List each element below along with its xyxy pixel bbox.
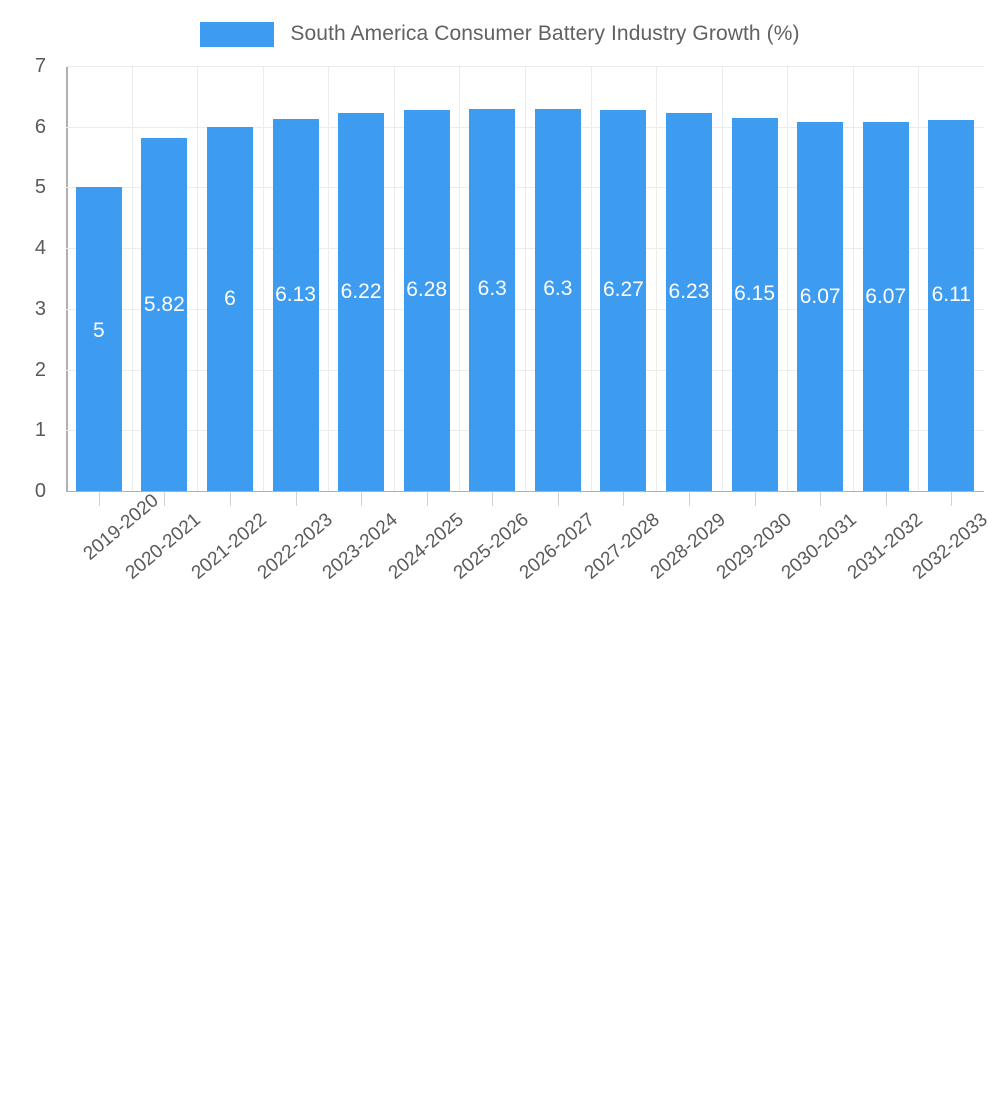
bar[interactable]: 5.82 [141,137,188,491]
bar-value-label: 6.11 [931,283,971,307]
bar[interactable]: 6 [206,126,253,491]
plot-area: 5 5.82 6 6.13 6.22 6.28 6.3 6.3 6.27 6.23 6.15 6.07… [66,66,984,492]
y-axis-tick-label: 3 [34,297,46,320]
bar-series: 5 5.82 6 6.13 6.22 6.28 6.3 6.3 6.27 6.23 6.15 6.07… [66,66,984,491]
x-axis-tick-label: 2024-2025 [384,509,468,584]
y-axis-tick-label: 6 [34,115,46,138]
legend-label: South America Consumer Battery Industry … [290,22,800,45]
x-axis-tick-mark [492,492,493,506]
bar-slot: 6.3 [459,66,525,491]
x-axis-tick-mark [427,492,428,506]
y-axis-tick-labels: 0 1 2 3 4 5 6 7 [0,56,56,501]
bar[interactable]: 6.28 [403,109,450,491]
bar-value-label: 6.13 [275,282,316,306]
bar[interactable]: 6.23 [665,112,712,491]
bar-slot: 6.23 [656,66,722,491]
bar[interactable]: 6.3 [469,108,516,491]
bar-value-label: 6.23 [668,279,710,303]
x-axis-tick-label: 2019-2020 [79,490,163,565]
bar-slot: 6.07 [787,66,853,491]
bar-value-label: 5 [92,319,105,343]
bar[interactable]: 6.3 [534,108,581,491]
bar-value-label: 6.07 [865,284,907,308]
bar[interactable]: 6.22 [338,113,385,491]
bar-slot: 6.3 [525,66,591,491]
bar-value-label: 6.28 [406,277,448,301]
bar-value-label: 6.3 [477,277,507,301]
bar-value-label: 6 [224,286,236,310]
y-axis-tick-label: 2 [34,358,46,381]
x-axis-tick-mark [689,492,690,506]
bar[interactable]: 6.07 [797,122,844,491]
y-axis-tick-label: 5 [34,176,46,199]
y-axis-line [66,66,68,492]
bar-value-label: 6.3 [543,277,573,301]
bar-slot: 6 [197,66,263,491]
x-axis-tick-mark [820,492,821,506]
x-axis-tick-mark [361,492,362,506]
bar[interactable]: 6.13 [272,118,319,491]
bar-value-label: 5.82 [143,292,185,316]
bar-value-label: 6.07 [799,284,841,308]
bar-slot: 6.07 [853,66,919,491]
bar-value-label: 6.15 [734,282,775,306]
bar[interactable]: 5 [75,187,122,491]
bar[interactable]: 6.11 [928,120,975,491]
y-axis-tick-label: 7 [34,55,46,77]
bar-slot: 6.22 [328,66,394,491]
x-axis-tick-mark [951,492,952,506]
x-axis-tick-mark [164,492,165,506]
x-axis-tick-mark [99,492,100,506]
bar[interactable]: 6.15 [731,117,778,491]
bar[interactable]: 6.07 [862,122,909,491]
bar-value-label: 6.22 [340,279,382,303]
bar-slot: 5.82 [132,66,198,491]
x-axis-tick-mark [558,492,559,506]
bar-slot: 6.28 [394,66,460,491]
y-axis-tick-label: 4 [34,237,46,260]
bar-slot: 6.15 [722,66,788,491]
bar-chart: South America Consumer Battery Industry … [0,14,1000,600]
y-axis-tick-label: 0 [34,480,46,502]
x-axis-tick-mark [886,492,887,506]
bar-slot: 5 [66,66,132,491]
x-axis-tick-labels: 2019-2020 2020-2021 2021-2022 2022-2023 2023… [66,490,992,600]
bar-slot: 6.11 [919,66,985,491]
x-axis-tick-mark [623,492,624,506]
bar[interactable]: 6.27 [600,110,647,491]
legend-color-swatch [200,21,275,47]
bar-value-label: 6.27 [602,278,644,302]
y-axis-tick-label: 1 [34,419,46,442]
bar-slot: 6.13 [263,66,329,491]
x-axis-tick-mark [296,492,297,506]
chart-legend: South America Consumer Battery Industry … [0,14,1000,54]
x-axis-tick-mark [755,492,756,506]
bar-slot: 6.27 [591,66,657,491]
x-axis-tick-mark [230,492,231,506]
